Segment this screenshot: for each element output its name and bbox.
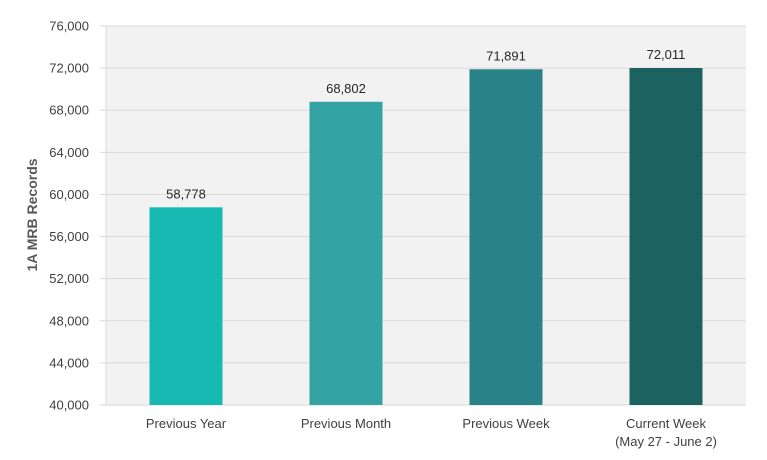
bar <box>629 67 703 406</box>
data-label: 58,778 <box>166 186 206 201</box>
bars <box>149 67 703 406</box>
bar <box>469 69 543 405</box>
y-tick-label: 64,000 <box>49 145 89 160</box>
y-axis-label: 1A MRB Records <box>24 158 40 271</box>
y-tick-label: 56,000 <box>49 229 89 244</box>
bar <box>309 101 383 406</box>
x-category-label: (May 27 - June 2) <box>615 434 717 449</box>
x-category-label: Previous Month <box>301 416 391 431</box>
data-label: 72,011 <box>647 47 686 62</box>
y-tick-label: 68,000 <box>49 103 89 118</box>
data-label: 68,802 <box>326 81 366 96</box>
y-tick-label: 52,000 <box>49 271 89 286</box>
y-axis-ticks: 40,000 44,000 48,000 52,000 56,000 60,000 64,0… <box>49 19 89 413</box>
y-tick-label: 60,000 <box>49 187 89 202</box>
data-label: 71,891 <box>486 48 526 63</box>
bar <box>149 207 223 405</box>
y-tick-label: 40,000 <box>49 398 89 413</box>
y-tick-label: 44,000 <box>49 355 89 370</box>
data-labels: 58,778 68,802 71,891 72,011 <box>166 47 685 201</box>
y-tick-label: 72,000 <box>49 61 89 76</box>
x-category-label: Current Week <box>626 416 706 431</box>
x-category-label: Previous Year <box>146 416 227 431</box>
y-tick-label: 48,000 <box>49 313 89 328</box>
y-tick-label: 76,000 <box>49 19 89 34</box>
x-category-label: Previous Week <box>462 416 550 431</box>
x-axis-categories: Previous Year Previous Month Previous Week… <box>146 416 717 449</box>
